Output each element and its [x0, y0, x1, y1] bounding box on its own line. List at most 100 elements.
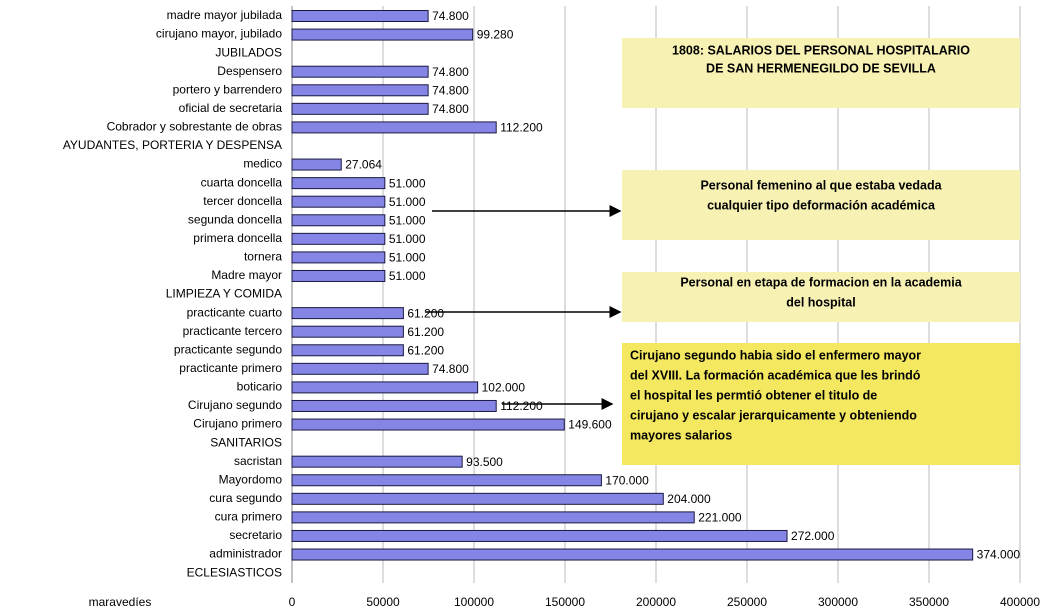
data-label: 170.000 [605, 473, 649, 487]
y-tick-label: practicante primero [179, 361, 282, 375]
data-label: 272.000 [791, 529, 835, 543]
data-label: 74.800 [432, 83, 469, 97]
bar [291, 511, 695, 524]
data-label: 61.200 [407, 306, 444, 320]
x-tick-label: 200000 [636, 595, 676, 609]
annotation: Cirujano segundo habia sido el enfermero… [630, 348, 921, 362]
data-label: 374.000 [977, 548, 1021, 562]
x-tick-label: 400000 [1000, 595, 1040, 609]
bar [291, 548, 974, 561]
title-box [622, 38, 1020, 108]
bar [291, 232, 386, 245]
annotation: cirujano y escalar jerarquicamente y obt… [630, 408, 917, 422]
y-tick-label: Despensero [217, 64, 282, 78]
data-label: 221.000 [698, 511, 742, 525]
bar [291, 307, 404, 320]
y-tick-label: practicante tercero [183, 324, 283, 338]
annotation: del XVIII. La formación académica que le… [630, 368, 921, 382]
data-label: 74.800 [432, 362, 469, 376]
y-tick-label: medico [243, 157, 282, 171]
x-tick-label: 100000 [454, 595, 494, 609]
data-label: 74.800 [432, 9, 469, 23]
y-tick-label: SANITARIOS [210, 435, 282, 449]
data-label: 27.064 [345, 158, 382, 172]
x-tick-label: 250000 [727, 595, 767, 609]
bar [291, 84, 429, 97]
data-label: 51.000 [389, 232, 426, 246]
annotation: el hospital les permtió obtener el titul… [630, 388, 877, 402]
bar [291, 492, 664, 505]
y-tick-label: Cobrador y sobrestante de obras [107, 120, 282, 134]
y-tick-label: Mayordomo [219, 472, 283, 486]
y-tick-label: oficial de secretaria [179, 101, 283, 115]
y-tick-label: Cirujano segundo [188, 398, 282, 412]
y-tick-label: practicante segundo [174, 342, 282, 356]
y-tick-label: secretario [229, 528, 282, 542]
bar [291, 251, 386, 264]
bar [291, 214, 386, 227]
y-tick-label: tercer doncella [203, 194, 282, 208]
chart-title: DE SAN HERMENEGILDO DE SEVILLA [706, 61, 936, 75]
y-tick-label: portero y barrendero [173, 82, 283, 96]
bar [291, 65, 429, 78]
bar [291, 529, 788, 542]
annotation-box [622, 170, 1020, 240]
data-label: 204.000 [667, 492, 711, 506]
y-tick-label: primera doncella [193, 231, 282, 245]
annotation: mayores salarios [630, 428, 732, 442]
bar [291, 10, 429, 22]
x-axis-label: maravedíes [89, 595, 152, 609]
annotation-box [622, 343, 1020, 465]
x-tick-label: 350000 [909, 595, 949, 609]
bar [291, 195, 386, 208]
x-tick-label: 0 [289, 595, 296, 609]
data-label: 74.800 [432, 102, 469, 116]
data-label: 51.000 [389, 213, 426, 227]
bar [291, 158, 342, 171]
y-tick-label: cirujano mayor, jubilado [156, 27, 282, 41]
bar [291, 102, 429, 115]
y-tick-label: sacristan [234, 454, 282, 468]
y-tick-label: ECLESIASTICOS [187, 565, 282, 579]
data-label: 112.200 [500, 399, 543, 413]
data-label: 61.200 [407, 325, 444, 339]
y-tick-label: LIMPIEZA Y COMIDA [166, 287, 282, 301]
bar [291, 28, 474, 41]
y-tick-label: boticario [237, 380, 283, 394]
data-label: 102.000 [482, 381, 526, 395]
bar [291, 399, 497, 412]
y-tick-label: practicante cuarto [187, 305, 283, 319]
bar [291, 344, 404, 357]
y-tick-label: AYUDANTES, PORTERIA Y DESPENSA [63, 138, 282, 152]
bar [291, 121, 497, 134]
data-label: 51.000 [389, 251, 426, 265]
y-tick-label: Madre mayor [211, 268, 282, 282]
bar [291, 381, 479, 394]
y-tick-label: tornera [244, 250, 282, 264]
annotation: del hospital [786, 295, 855, 309]
data-label: 51.000 [389, 176, 426, 190]
data-label: 149.600 [568, 418, 612, 432]
annotation: Personal femenino al que estaba vedada [700, 178, 942, 192]
data-label: 112.200 [500, 121, 543, 135]
data-label: 51.000 [389, 269, 426, 283]
y-tick-label: cuarta doncella [201, 175, 283, 189]
y-tick-label: cura primero [215, 510, 283, 524]
annotation: cualquier tipo deformación académica [707, 198, 936, 212]
data-label: 74.800 [432, 65, 469, 79]
bar [291, 362, 429, 375]
x-tick-label: 50000 [366, 595, 400, 609]
x-tick-label: 300000 [818, 595, 858, 609]
bar [291, 269, 386, 282]
y-tick-label: JUBILADOS [215, 45, 282, 59]
bar [291, 418, 565, 431]
data-label: 93.500 [466, 455, 503, 469]
annotation: Personal en etapa de formacion en la aca… [680, 275, 962, 289]
bar [291, 474, 602, 487]
bar [291, 177, 386, 190]
data-label: 51.000 [389, 195, 426, 209]
bar [291, 325, 404, 338]
y-tick-label: segunda doncella [188, 212, 282, 226]
bar [291, 455, 463, 468]
